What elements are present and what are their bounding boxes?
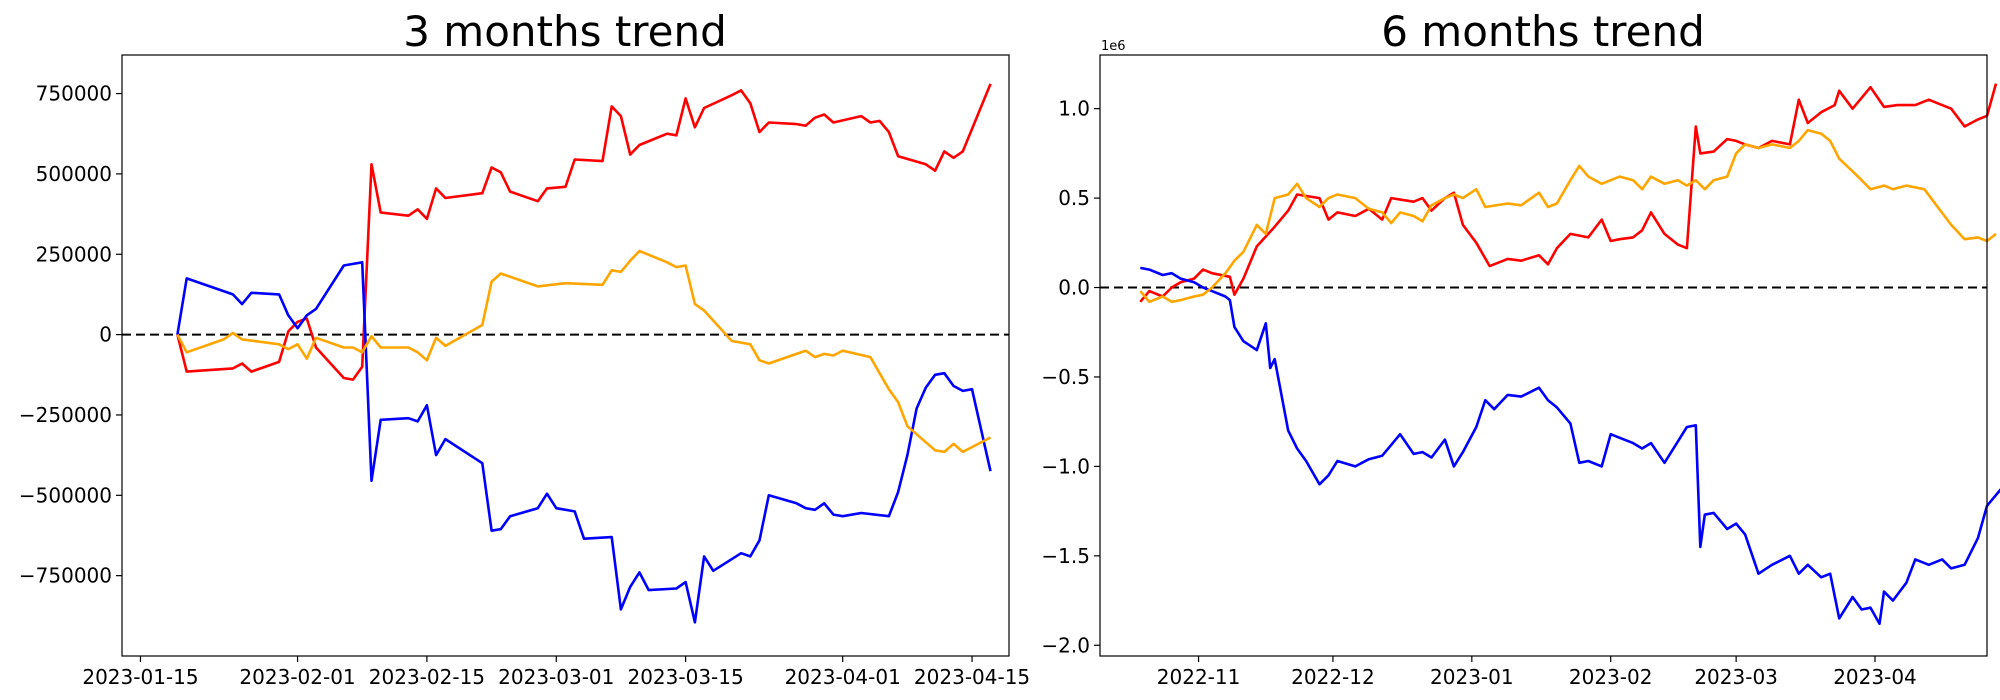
x-tick-label: 2023-01 [1430,665,1514,689]
y-offset-label: 1e6 [1101,39,1126,54]
chart-title: 6 months trend [1381,7,1705,56]
series-line-red [176,83,992,381]
y-tick-label: 500000 [36,162,112,186]
series-line-blue [1140,266,2000,626]
plot-frame [1099,54,1988,657]
x-tick-label: 2023-02-15 [369,665,485,689]
y-tick-label: −2.0 [1041,633,1090,657]
y-tick-label: 0 [99,323,112,347]
series-line-orange [176,249,992,454]
x-tick-label: 2023-03-15 [627,665,743,689]
series-line-red [1139,83,1998,303]
y-tick-label: −250000 [19,403,112,427]
series-line-blue [176,261,992,624]
y-tick-label: −750000 [19,564,112,588]
y-tick-label: 0.5 [1058,186,1090,210]
x-tick-label: 2023-03 [1694,665,1778,689]
plot-frame [121,54,1010,657]
chart-panel-6-months: 6 months trend 1e6 1.0 0.5 0.0 −0.5 −1.0 −1.5… [1041,7,2000,689]
y-tick-label: −500000 [19,483,112,507]
x-tick-label: 2022-11 [1157,665,1241,689]
x-tick-label: 2023-01-15 [82,665,198,689]
x-tick-label: 2023-03-01 [498,665,614,689]
chart-panel-3-months: 3 months trend 750000 500000 250000 0 −25000… [19,7,1030,689]
x-tick-label: 2023-04 [1833,665,1917,689]
x-tick-label: 2023-04-15 [914,665,1030,689]
x-tick-label: 2022-12 [1291,665,1375,689]
y-tick-label: −0.5 [1041,365,1090,389]
y-tick-label: −1.0 [1041,454,1090,478]
x-tick-label: 2023-02 [1569,665,1653,689]
y-tick-label: 1.0 [1058,97,1090,121]
chart-title: 3 months trend [403,7,727,56]
x-tick-label: 2023-02-01 [239,665,355,689]
y-tick-label: 750000 [36,82,112,106]
y-tick-label: 0.0 [1058,276,1090,300]
y-tick-label: 250000 [36,242,112,266]
series-line-orange [1139,128,1997,304]
x-tick-label: 2023-04-01 [785,665,901,689]
y-tick-label: −1.5 [1041,544,1090,568]
